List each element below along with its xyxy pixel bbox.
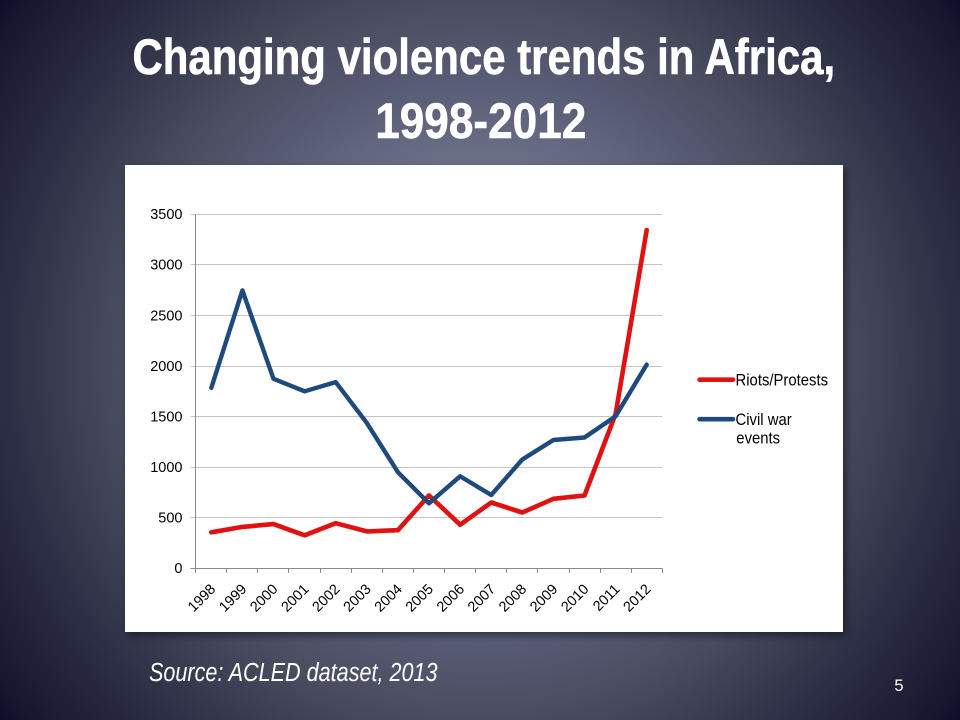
svg-text:2010: 2010	[558, 582, 592, 616]
svg-text:2500: 2500	[150, 308, 182, 324]
svg-text:1999: 1999	[216, 582, 250, 616]
svg-text:2001: 2001	[278, 582, 312, 616]
svg-text:2004: 2004	[372, 582, 406, 616]
svg-text:2000: 2000	[247, 582, 281, 616]
svg-text:Riots/Protests: Riots/Protests	[736, 371, 829, 389]
svg-text:1000: 1000	[150, 460, 182, 476]
svg-text:2012: 2012	[621, 582, 655, 616]
svg-text:3500: 3500	[150, 207, 182, 223]
svg-text:2011: 2011	[590, 582, 623, 615]
svg-text:1998: 1998	[185, 582, 219, 616]
svg-text:2002: 2002	[310, 582, 344, 616]
svg-text:3000: 3000	[150, 258, 182, 274]
svg-text:Civil war: Civil war	[736, 411, 793, 429]
svg-text:2007: 2007	[465, 582, 499, 616]
svg-text:events: events	[736, 430, 780, 448]
svg-text:0: 0	[174, 561, 182, 577]
svg-text:2006: 2006	[434, 582, 468, 616]
svg-text:2003: 2003	[341, 582, 375, 616]
svg-text:2000: 2000	[150, 359, 182, 375]
svg-text:2005: 2005	[403, 582, 437, 616]
svg-text:2009: 2009	[527, 582, 561, 616]
svg-text:2008: 2008	[496, 582, 530, 616]
svg-text:500: 500	[158, 511, 182, 527]
svg-text:1500: 1500	[150, 409, 182, 425]
